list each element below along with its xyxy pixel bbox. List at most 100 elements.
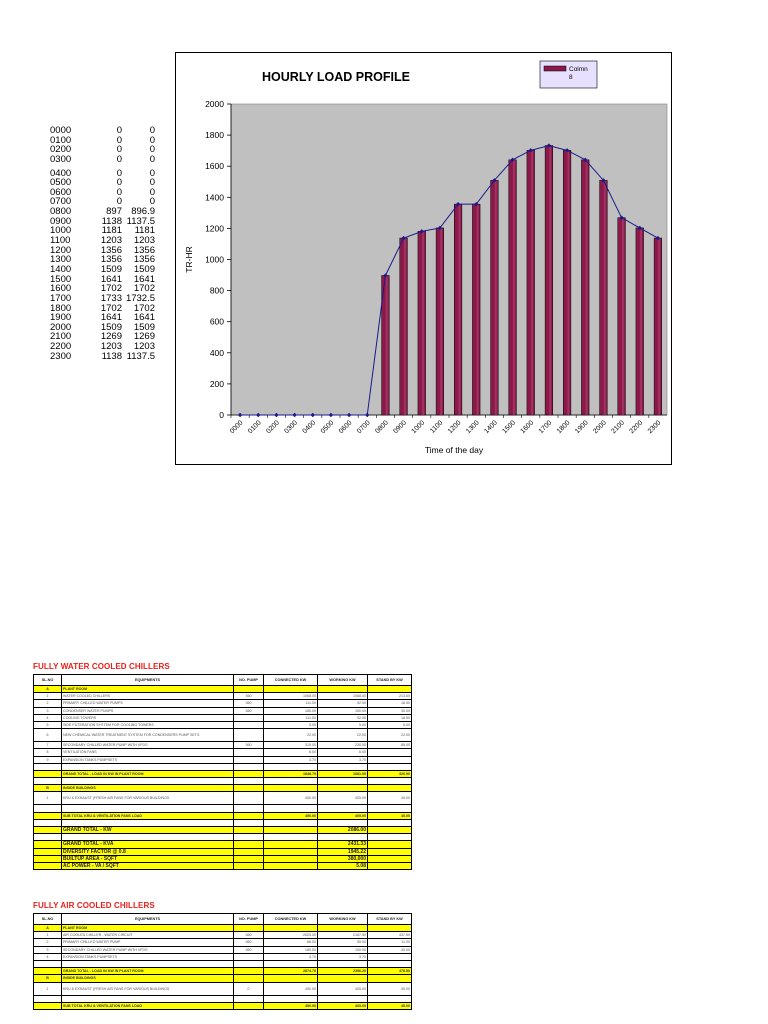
table-cell <box>233 923 264 933</box>
bar-highlight <box>494 180 497 415</box>
table-cell <box>367 833 412 842</box>
bar <box>653 237 662 416</box>
table-cell <box>33 840 62 849</box>
table-cell <box>263 994 318 1003</box>
bar <box>526 150 535 416</box>
table-cell <box>233 748 264 757</box>
table-row: 1 KRU & EXHAUST (FRESH AIR FANS FOR VARIO… <box>33 791 412 806</box>
table-row <box>33 994 412 1003</box>
table-cell <box>233 952 264 961</box>
line-point <box>365 412 370 418</box>
hourly-data-listing: 0000 0 0 0100 0 0 0200 0 0 0300 0 0 0400 0 0 0500 0 0 0600… <box>50 126 155 361</box>
listing-row: 0000 0 0 <box>50 126 155 136</box>
x-tick-label: 0400 <box>302 419 318 435</box>
bar-highlight <box>603 180 606 415</box>
listing-row: 1700 1733 1732.5 <box>50 294 155 304</box>
table-row: 1 AIR COOLED CHILLER - WATER CIRCUIT 360 26… <box>33 931 412 940</box>
listing-time: 2300 <box>50 350 72 362</box>
listing-v2: 1181 <box>134 225 155 237</box>
x-tick-label: 0800 <box>374 419 390 435</box>
table-cell <box>233 847 264 856</box>
plot-area <box>230 103 668 416</box>
listing-row: 0500 0 0 <box>50 178 155 188</box>
x-tick-label: 0300 <box>283 419 299 435</box>
table-cell <box>33 1001 62 1010</box>
listing-time: 1500 <box>50 273 72 285</box>
bar <box>417 231 426 416</box>
listing-time: 1900 <box>50 312 72 324</box>
table-cell: 22.00 <box>263 728 318 743</box>
table-cell <box>367 748 412 757</box>
table-cell <box>233 784 264 793</box>
table-cell: 380,000 <box>317 854 368 863</box>
column-header: STAND BY KW <box>367 674 412 686</box>
listing-row: 0400 0 0 <box>50 167 155 179</box>
column-header: SL.NO <box>33 674 62 686</box>
table-cell <box>263 818 318 828</box>
table-row: SUB TOTAL KRU & VENTILATION FANS LOAD 450… <box>33 1001 412 1010</box>
table-row: 4 COOLING TOWERS 111.00 92.50 18.50 <box>33 713 412 722</box>
line-point <box>637 225 642 231</box>
table-cell: A <box>33 684 62 694</box>
table-cell: 45.00 <box>367 981 412 996</box>
column-header: EQUIPMENTS <box>61 674 234 686</box>
table-cell <box>233 967 264 976</box>
table-cell: SUB TOTAL KRU & VENTILATION FANS LOAD <box>61 1001 234 1010</box>
table-cell: A <box>33 923 62 933</box>
table-cell <box>233 777 264 786</box>
table-cell <box>233 959 264 969</box>
table-cell <box>61 818 234 828</box>
table-cell <box>263 762 318 771</box>
x-tick-label: 1800 <box>556 419 572 435</box>
table-cell <box>367 994 412 1003</box>
y-tick-label: 1200 <box>205 223 224 233</box>
listing-v2: 0 <box>149 186 155 198</box>
table-cell: B <box>33 974 62 983</box>
listing-v1: 0 <box>116 186 122 198</box>
listing-row: 1200 1356 1356 <box>50 246 155 256</box>
listing-v1: 0 <box>116 125 122 136</box>
listing-v1: 1509 <box>100 321 122 333</box>
listing-v2: 1356 <box>133 244 155 256</box>
table-cell: GRAND TOTAL - KVA <box>61 840 234 849</box>
listing-v1: 0 <box>116 167 122 179</box>
table-cell: 405.00 <box>317 981 368 996</box>
table-row: 3 SECONDARY CHILLED WATER PUMP WITH VFDS 3… <box>33 945 412 954</box>
listing-v1: 1641 <box>100 273 122 285</box>
listing-time: 1300 <box>50 254 72 266</box>
y-tick-label: 1800 <box>205 130 224 140</box>
table-cell: 180.00 <box>263 945 318 954</box>
table-cell <box>317 818 368 828</box>
table-cell: 111.00 <box>263 699 318 708</box>
table-cell <box>317 994 368 1003</box>
table-cell <box>263 923 318 933</box>
listing-v1: 0 <box>116 153 122 165</box>
table-cell <box>33 994 62 1003</box>
x-tick-label: 1900 <box>574 419 590 435</box>
table-cell: 1068.00 <box>263 692 318 701</box>
x-tick-label: 1000 <box>411 419 427 435</box>
table-row <box>33 959 412 969</box>
table-cell: 92.50 <box>317 713 368 722</box>
table-row <box>33 777 412 786</box>
listing-row: 1900 1641 1641 <box>50 313 155 323</box>
table-cell <box>367 762 412 771</box>
table-cell <box>263 777 318 786</box>
listing-time: 1100 <box>50 235 71 247</box>
listing-v1: 1181 <box>101 225 122 237</box>
column-header: STAND BY KW <box>367 913 412 925</box>
table-cell: 66.00 <box>263 938 318 947</box>
table-cell <box>367 804 412 813</box>
bar <box>472 203 481 416</box>
table-cell: 22.00 <box>367 728 412 743</box>
x-axis-label: Time of the day <box>425 445 484 455</box>
table-cell <box>367 755 412 764</box>
table-cell <box>367 854 412 863</box>
listing-v2: 1356 <box>133 254 155 266</box>
column-header: SL.NO <box>33 913 62 925</box>
table-cell: 45.00 <box>367 791 412 806</box>
table-cell <box>263 784 318 793</box>
x-tick-label: 0000 <box>229 419 245 435</box>
listing-v1: 1733 <box>100 292 122 304</box>
line-series <box>240 145 659 416</box>
